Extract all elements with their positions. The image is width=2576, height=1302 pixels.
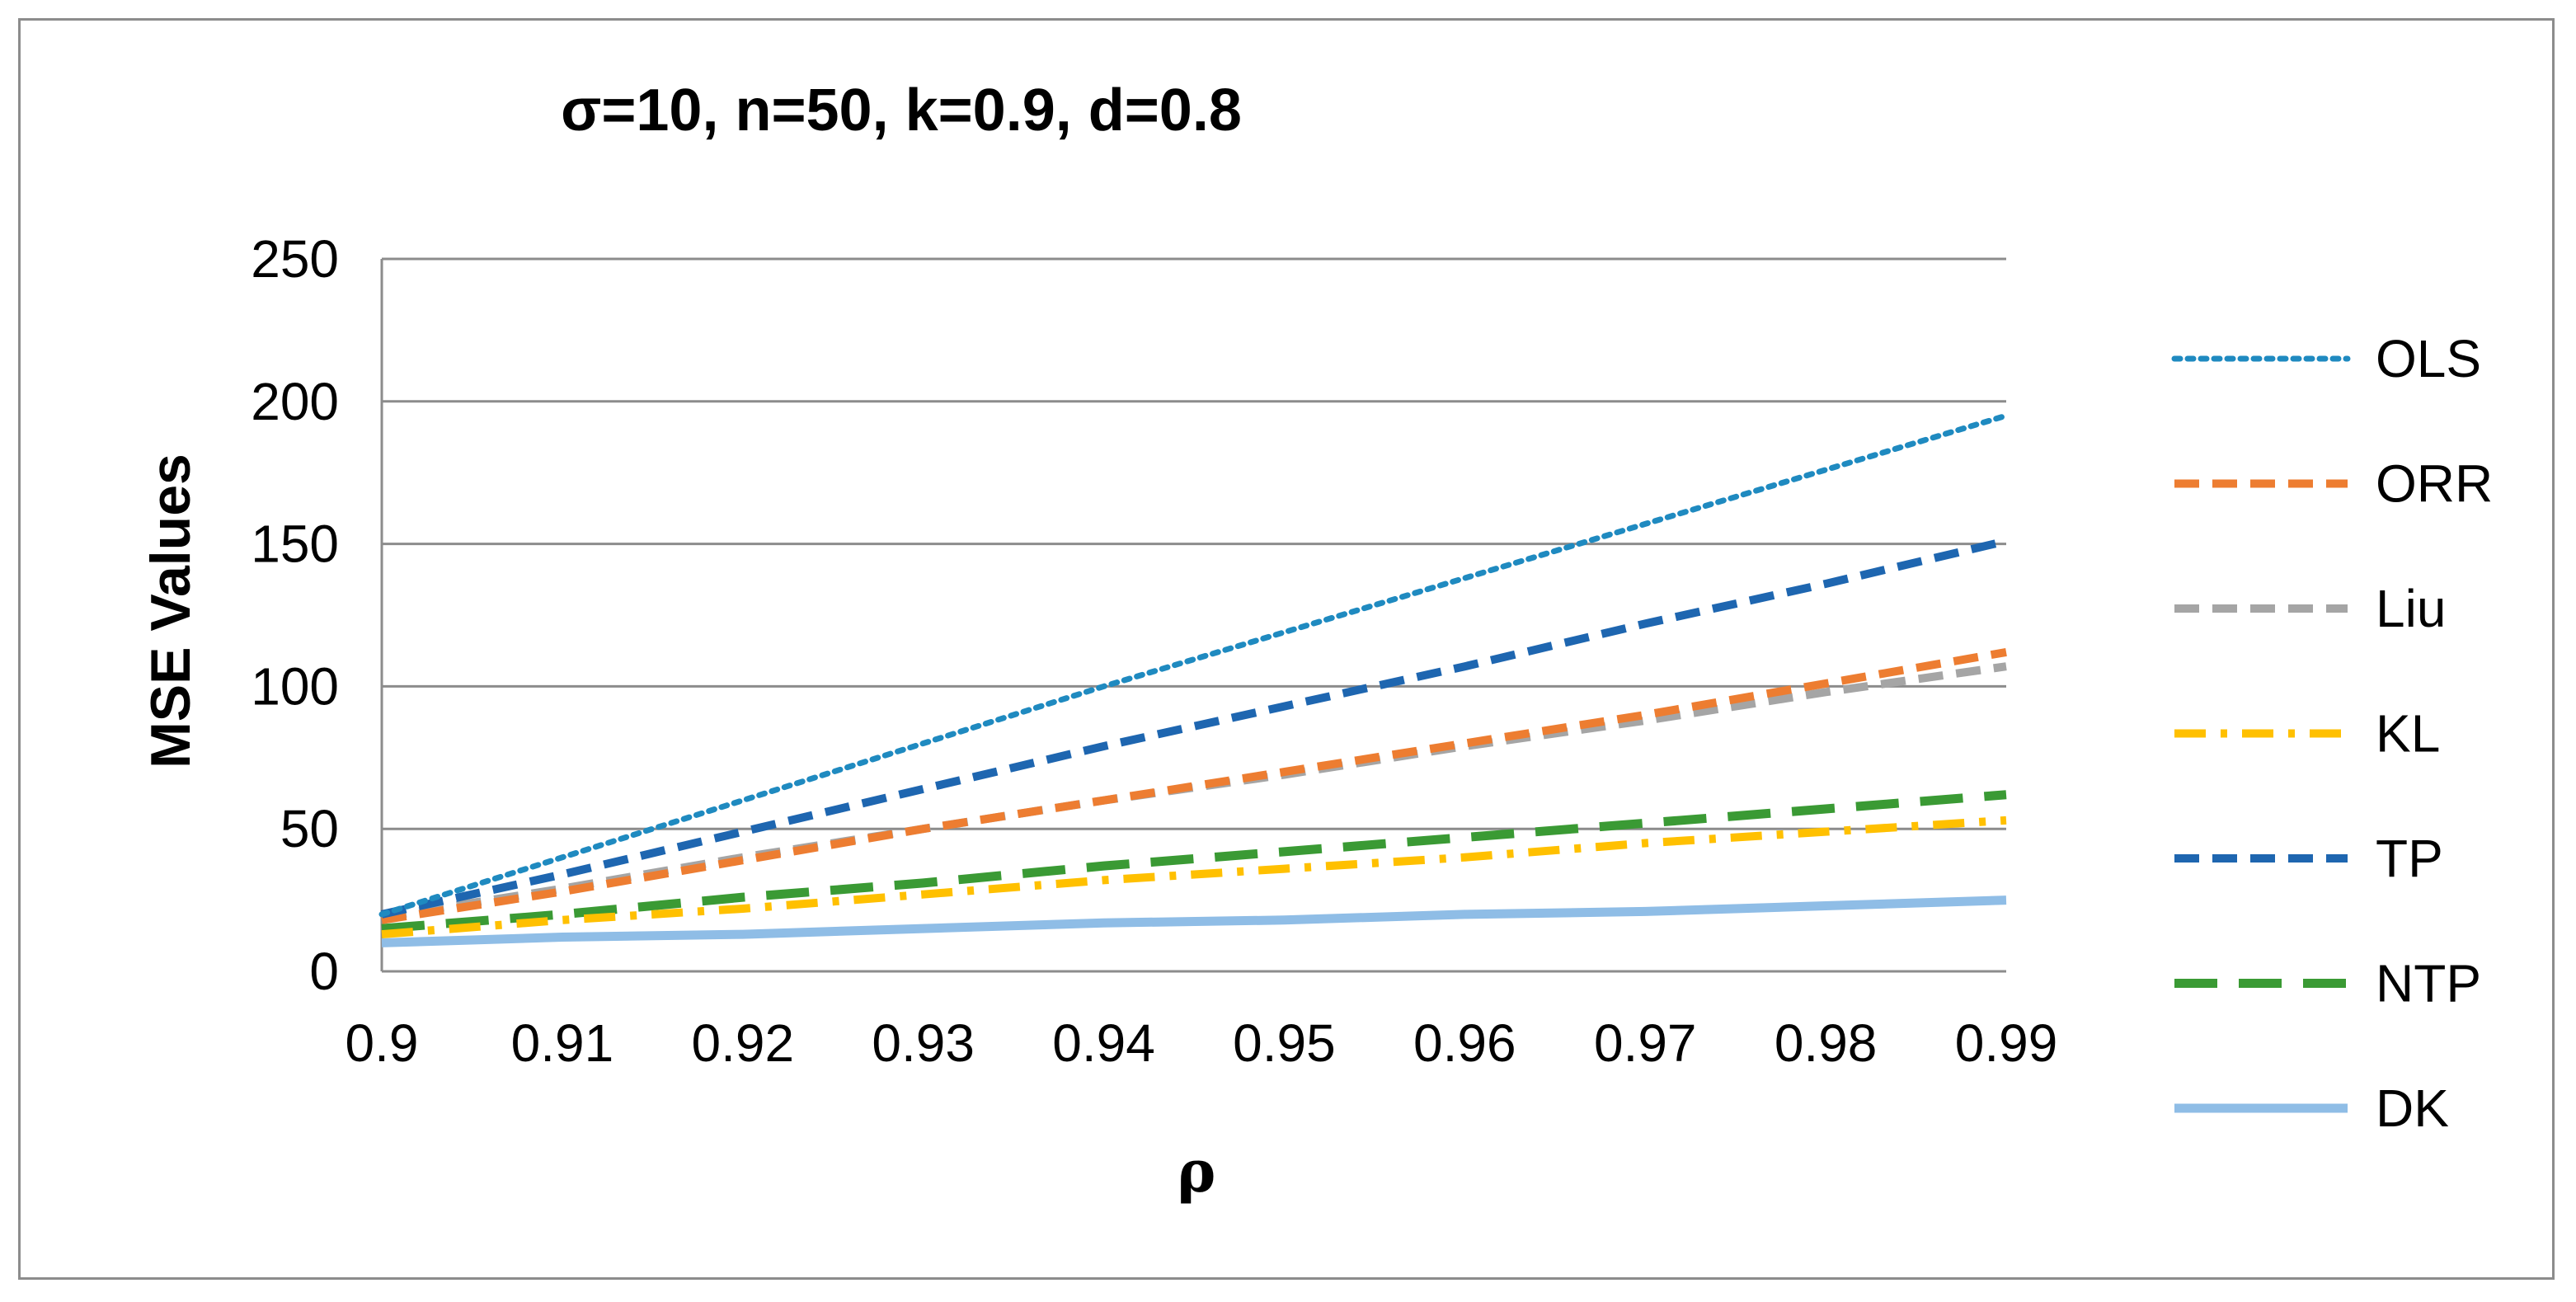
y-tick-label: 50 — [280, 799, 339, 858]
x-tick-label: 0.96 — [1413, 1013, 1516, 1073]
series-line-ols — [378, 412, 2010, 918]
x-tick-label: 0.94 — [1052, 1013, 1155, 1073]
grid-layer — [380, 257, 2006, 973]
series-line-orr — [381, 648, 2007, 924]
y-tick-label: 100 — [251, 656, 339, 716]
x-tick-label: 0.97 — [1594, 1013, 1697, 1073]
y-tick-label: 250 — [251, 229, 339, 289]
legend-label-dk: DK — [2376, 1079, 2449, 1138]
series-line-tp — [380, 537, 2008, 919]
x-tick-label: 0.92 — [691, 1013, 794, 1073]
legend: OLS ORR Liu KL TP NTP DK — [2171, 329, 2493, 1138]
x-tick-label: 0.9 — [346, 1013, 419, 1073]
x-tick-label: 0.98 — [1775, 1013, 1878, 1073]
series-line-kl — [381, 816, 2007, 939]
y-tick-label: 150 — [251, 515, 339, 574]
legend-label-liu: Liu — [2376, 579, 2446, 638]
x-tick-label: 0.93 — [872, 1013, 975, 1073]
x-tick-label: 0.91 — [511, 1013, 614, 1073]
series-line-dk — [381, 895, 2007, 947]
legend-label-tp: TP — [2376, 829, 2443, 888]
legend-label-ols: OLS — [2376, 329, 2481, 388]
y-tick-label: 0 — [309, 942, 339, 1001]
x-axis-ticks: 0.9 0.91 0.92 0.93 0.94 0.95 0.96 0.97 0.98 0.99 — [346, 1013, 2058, 1073]
x-axis-title: ρ — [1178, 1137, 1216, 1206]
legend-label-orr: ORR — [2376, 454, 2493, 514]
chart-title: σ=10, n=50, k=0.9, d=0.8 — [561, 78, 1242, 143]
y-axis-title: MSE Values — [139, 454, 202, 769]
series-line-ntp — [381, 790, 2007, 933]
x-tick-label: 0.95 — [1233, 1013, 1336, 1073]
y-tick-label: 200 — [251, 372, 339, 431]
x-tick-label: 0.99 — [1955, 1013, 2058, 1073]
y-axis-ticks: 0 50 100 150 200 250 — [251, 229, 339, 1001]
series-layer — [378, 412, 2010, 947]
legend-label-ntp: NTP — [2376, 954, 2481, 1013]
chart-frame: σ=10, n=50, k=0.9, d=0.8 0 50 100 150 200 250… — [18, 18, 2555, 1280]
line-chart: σ=10, n=50, k=0.9, d=0.8 0 50 100 150 200 250… — [139, 78, 2493, 1206]
legend-label-kl: KL — [2376, 704, 2440, 764]
